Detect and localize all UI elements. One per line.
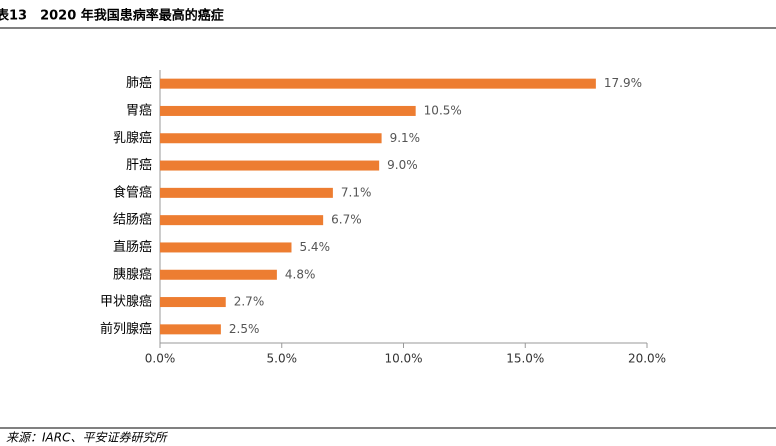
- x-tick-label: 15.0%: [506, 352, 544, 366]
- bar: [160, 324, 221, 335]
- bar: [160, 269, 277, 280]
- y-tick-label: 肺癌: [126, 75, 152, 91]
- bar: [160, 160, 380, 171]
- value-label: 6.7%: [331, 213, 362, 227]
- source: 来源：IARC、平安证券研究所: [6, 431, 168, 445]
- bar: [160, 187, 333, 198]
- y-tick-label: 食管癌: [113, 184, 152, 200]
- y-tick-label: 胰腺癌: [113, 266, 152, 282]
- value-label: 9.1%: [390, 131, 421, 145]
- bar: [160, 133, 382, 144]
- value-label: 10.5%: [424, 103, 462, 117]
- y-tick-label: 前列腺癌: [100, 321, 152, 337]
- bar: [160, 78, 596, 89]
- value-label: 2.7%: [234, 295, 265, 309]
- value-label: 5.4%: [299, 240, 330, 254]
- y-tick-label: 胃癌: [126, 102, 152, 118]
- value-label: 9.0%: [387, 158, 418, 172]
- value-label: 4.8%: [285, 267, 316, 281]
- y-tick-label: 肝癌: [126, 157, 152, 173]
- x-tick-label: 20.0%: [628, 352, 666, 366]
- value-label: 17.9%: [604, 76, 642, 90]
- x-tick-label: 10.0%: [384, 352, 422, 366]
- value-label: 7.1%: [341, 185, 372, 199]
- bar: [160, 297, 226, 308]
- bar: [160, 215, 324, 226]
- value-label: 2.5%: [229, 322, 260, 336]
- y-tick-label: 甲状腺癌: [100, 294, 152, 310]
- bar: [160, 105, 416, 116]
- chart-title: 表13 2020 年我国患病率最高的癌症: [0, 8, 224, 24]
- y-tick-label: 乳腺癌: [113, 130, 152, 146]
- bar: [160, 242, 292, 253]
- y-tick-label: 结肠癌: [113, 212, 152, 228]
- x-tick-label: 0.0%: [145, 352, 176, 366]
- y-tick-label: 直肠癌: [113, 239, 152, 255]
- x-tick-label: 5.0%: [267, 352, 298, 366]
